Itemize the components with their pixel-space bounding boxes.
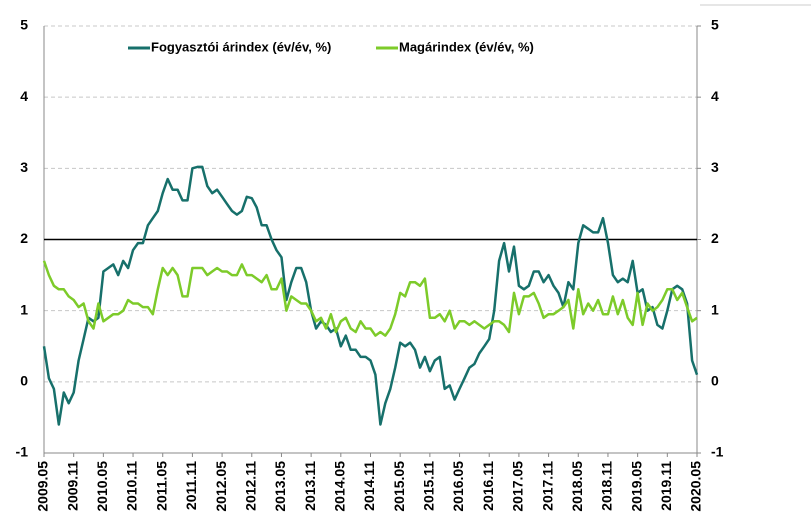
x-tick-label: 2013.11 — [302, 461, 318, 511]
legend-label: Fogyasztói árindex (év/év, %) — [151, 39, 331, 54]
y-tick-label: 0 — [20, 373, 28, 389]
x-tick-label: 2019.11 — [658, 461, 674, 511]
x-tick-label: 2012.11 — [242, 461, 258, 511]
legend-label: Magárindex (év/év, %) — [399, 39, 534, 54]
x-tick-label: 2016.11 — [480, 461, 496, 511]
y-tick-label: 3 — [20, 159, 28, 175]
x-tick-label: 2010.11 — [124, 461, 140, 511]
x-tick-label: 2012.05 — [213, 461, 229, 512]
y-tick-label: -1 — [16, 444, 29, 460]
x-tick-label: 2018.05 — [569, 461, 585, 512]
y-tick-label: 2 — [20, 230, 28, 246]
x-tick-label: 2019.05 — [628, 461, 644, 512]
x-tick-label: 2014.11 — [361, 461, 377, 511]
y2-tick-label: 3 — [711, 159, 719, 175]
series-line — [42, 165, 699, 426]
x-tick-label: 2018.11 — [599, 461, 615, 511]
y2-tick-label: 2 — [711, 230, 719, 246]
series-line — [42, 260, 698, 337]
x-tick-label: 2011.11 — [183, 461, 199, 510]
y-tick-label: 5 — [20, 17, 28, 33]
x-tick-label: 2015.11 — [421, 461, 437, 511]
x-tick-label: 2009.05 — [35, 461, 51, 512]
x-tick-label: 2016.05 — [450, 461, 466, 512]
x-tick-label: 2009.11 — [64, 461, 80, 511]
y-tick-label: 4 — [20, 88, 28, 104]
x-tick-label: 2013.05 — [272, 461, 288, 512]
x-tick-label: 2020.05 — [688, 461, 704, 512]
x-tick-label: 2015.05 — [391, 461, 407, 512]
x-tick-label: 2017.05 — [510, 461, 526, 512]
y2-tick-label: 4 — [711, 88, 719, 104]
x-tick-label: 2017.11 — [539, 461, 555, 511]
x-tick-label: 2014.05 — [332, 461, 348, 512]
y2-tick-label: 5 — [711, 17, 719, 33]
y2-tick-label: 0 — [711, 373, 719, 389]
x-tick-label: 2011.05 — [153, 461, 169, 511]
y2-tick-label: -1 — [711, 444, 724, 460]
legend: Fogyasztói árindex (év/év, %) Magárindex … — [128, 39, 534, 54]
x-tick-label: 2010.05 — [94, 461, 110, 512]
y-tick-label: 1 — [20, 301, 28, 317]
y2-tick-label: 1 — [711, 301, 719, 317]
